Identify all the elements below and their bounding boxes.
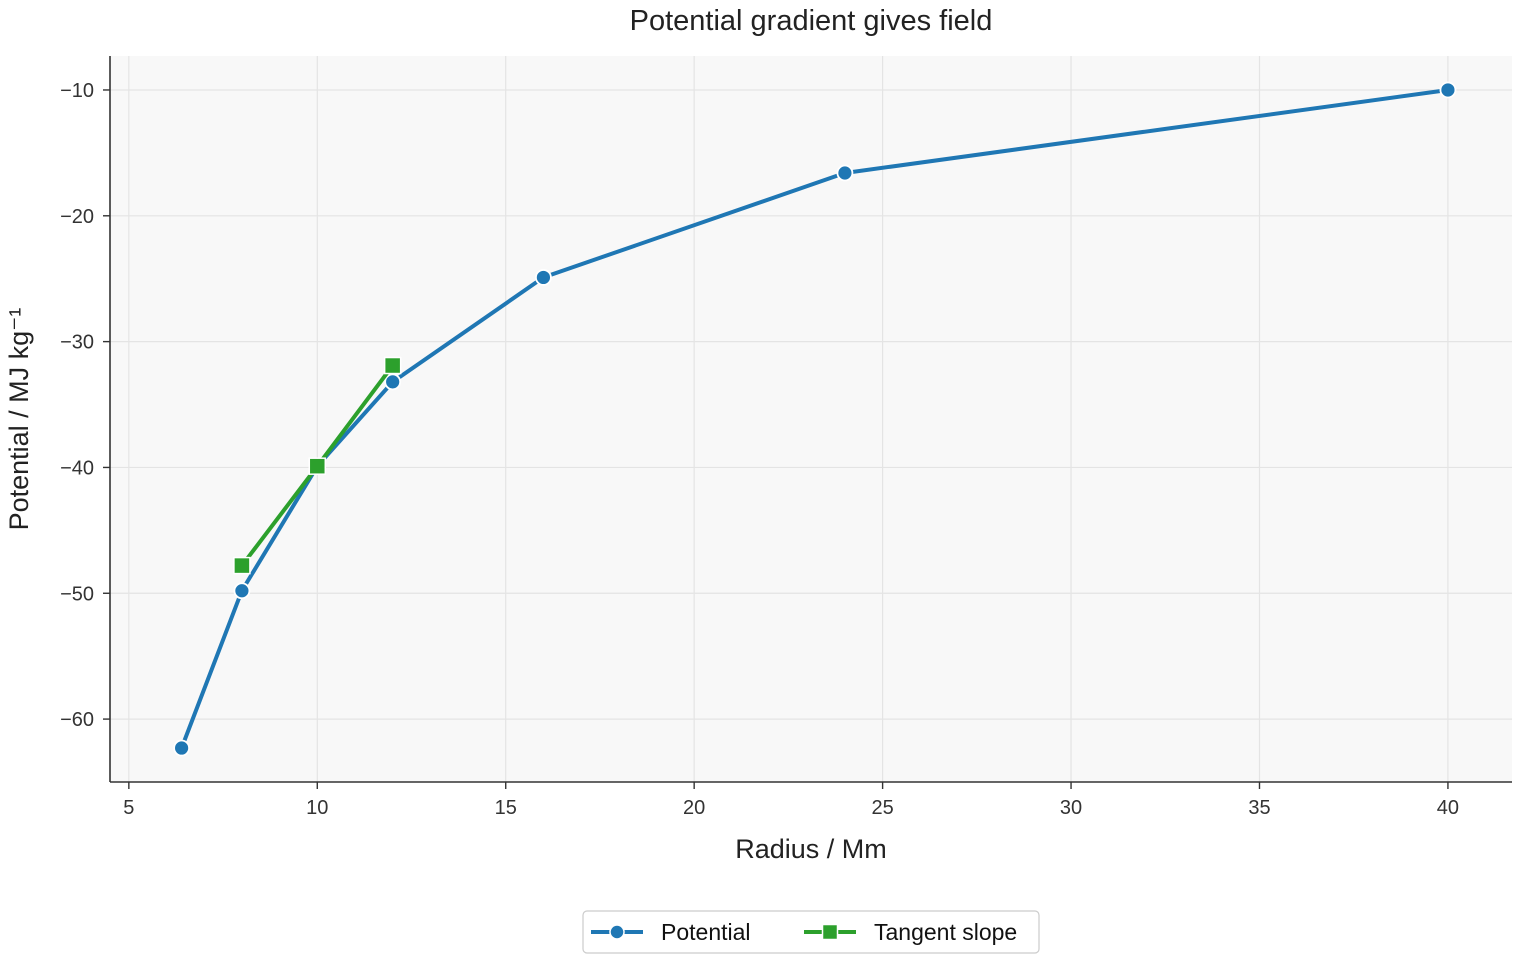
legend-item: Potential <box>591 919 751 945</box>
legend-marker <box>609 924 625 940</box>
x-ticks: 5 10 15 20 25 30 35 40 <box>123 782 1459 819</box>
y-tick-label: −20 <box>60 206 94 228</box>
y-tick-label: −50 <box>60 583 94 605</box>
y-ticks: −60 −50 −40 −30 −20 −10 <box>60 80 110 731</box>
data-point <box>535 269 552 286</box>
legend-item: Tangent slope <box>804 919 1017 945</box>
axes <box>109 56 1512 783</box>
x-tick-label: 5 <box>123 797 134 819</box>
legend-marker <box>821 923 839 941</box>
x-tick-label: 20 <box>683 797 705 819</box>
data-point <box>308 457 327 475</box>
y-axis-title: Potential / MJ kg⁻¹ <box>4 308 34 531</box>
legend-label: Potential <box>661 919 751 945</box>
legend-label: Tangent slope <box>874 919 1017 945</box>
data-point <box>173 739 191 757</box>
legend: Potential Tangent slope <box>582 910 1040 954</box>
grid <box>110 56 1512 782</box>
data-point <box>836 164 854 182</box>
series-layer <box>173 81 1457 757</box>
plot-area <box>110 56 1512 782</box>
x-tick-label: 35 <box>1248 797 1270 819</box>
x-tick-label: 30 <box>1060 797 1082 819</box>
data-point <box>384 373 402 391</box>
y-tick-label: −30 <box>60 332 94 354</box>
x-tick-label: 25 <box>871 797 893 819</box>
data-point <box>1439 81 1457 99</box>
x-tick-label: 40 <box>1437 797 1459 819</box>
y-tick-label: −10 <box>60 80 94 102</box>
y-tick-label: −40 <box>60 457 94 479</box>
y-tick-label: −60 <box>60 709 94 731</box>
x-axis-title: Radius / Mm <box>735 834 887 864</box>
data-point <box>383 356 402 375</box>
x-tick-label: 10 <box>306 797 328 819</box>
data-point <box>233 556 251 575</box>
series-tangent-slope <box>233 356 402 575</box>
data-point <box>233 582 251 600</box>
x-tick-label: 15 <box>495 797 517 819</box>
chart-title: Potential gradient gives field <box>630 5 993 37</box>
